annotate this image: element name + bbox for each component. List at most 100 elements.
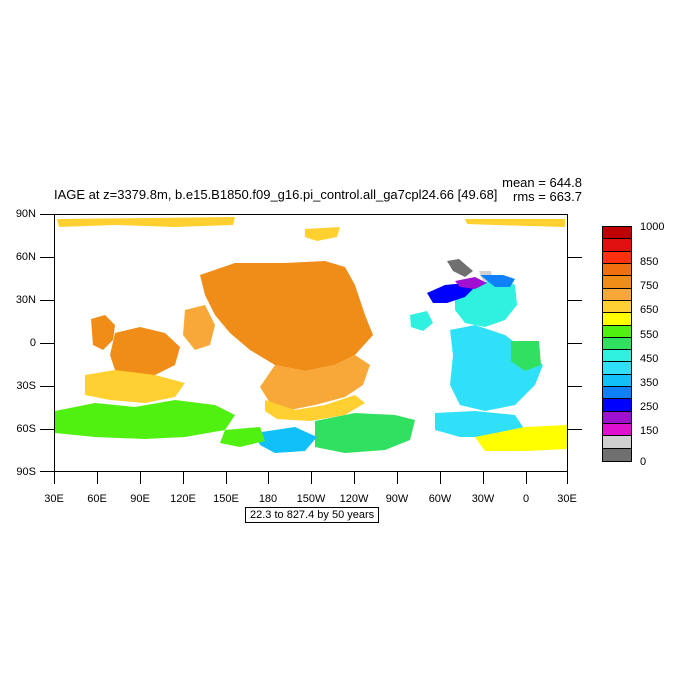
weddell-sea-field bbox=[475, 425, 567, 451]
x-tick-label: 30E bbox=[44, 493, 64, 505]
y-tick-label: 90N bbox=[15, 208, 36, 220]
y-tick-mark bbox=[40, 300, 54, 301]
colorbar-swatch bbox=[603, 424, 631, 437]
y-tick-label: 90S bbox=[16, 466, 36, 478]
x-tick-mark bbox=[140, 472, 141, 484]
x-tick-label: 90W bbox=[385, 493, 409, 505]
x-tick-label: 30E bbox=[557, 493, 577, 505]
southern-ocean-green-mid bbox=[220, 427, 265, 447]
labrador-field bbox=[427, 283, 475, 303]
indian-ocean-field bbox=[110, 327, 180, 377]
y-tick-mark bbox=[568, 257, 582, 258]
ross-sea-field bbox=[255, 427, 317, 453]
x-tick-label: 0 bbox=[522, 493, 530, 505]
y-tick-mark bbox=[568, 386, 582, 387]
colorbar-label: 750 bbox=[640, 280, 659, 292]
x-tick-label: 30W bbox=[471, 493, 495, 505]
x-tick-label: 150W bbox=[296, 493, 326, 505]
contour-info-box: 22.3 to 827.4 by 50 years bbox=[245, 507, 380, 523]
x-tick-mark bbox=[440, 472, 441, 484]
y-tick-mark bbox=[40, 471, 54, 472]
colorbar-swatch bbox=[603, 251, 631, 264]
colorbar-swatch bbox=[603, 300, 631, 314]
gulf-field bbox=[410, 311, 433, 331]
colorbar-swatch bbox=[603, 411, 631, 424]
colorbar-swatch bbox=[603, 350, 631, 363]
x-tick-label: 60W bbox=[428, 493, 452, 505]
colorbar-swatch bbox=[603, 313, 631, 326]
colorbar-swatch bbox=[603, 239, 631, 252]
colorbar-swatch bbox=[603, 387, 631, 400]
y-tick-mark bbox=[568, 343, 582, 344]
y-tick-label: 30S bbox=[16, 380, 36, 392]
atlantic-blue-patch bbox=[480, 275, 515, 287]
x-tick-mark bbox=[54, 472, 55, 484]
rms-stat: rms = 663.7 bbox=[512, 189, 582, 204]
y-tick-label: 60N bbox=[15, 251, 36, 263]
arctic-patch bbox=[305, 227, 340, 241]
colorbar-label: 350 bbox=[640, 377, 659, 389]
colorbar-label: 450 bbox=[640, 353, 659, 365]
y-tick-mark bbox=[568, 429, 582, 430]
map-plot-area bbox=[54, 214, 568, 472]
colorbar-swatch bbox=[603, 288, 631, 301]
y-tick-mark bbox=[568, 300, 582, 301]
colorbar-label: 1000 bbox=[640, 221, 665, 233]
labrador-magenta bbox=[455, 277, 487, 289]
colorbar-label: 150 bbox=[640, 425, 659, 437]
y-tick-label: 60S bbox=[16, 423, 36, 435]
x-tick-label: 120E bbox=[170, 493, 196, 505]
southern-ocean-pacific bbox=[315, 413, 415, 453]
y-tick-mark bbox=[40, 343, 54, 344]
south-pacific-field bbox=[260, 355, 370, 410]
x-tick-mark bbox=[311, 472, 312, 484]
colorbar bbox=[602, 226, 632, 462]
colorbar-swatch bbox=[603, 276, 631, 289]
colorbar-swatch bbox=[603, 362, 631, 375]
y-tick-mark bbox=[40, 429, 54, 430]
west-pacific-field bbox=[183, 305, 215, 350]
southern-ocean-indian bbox=[55, 400, 235, 439]
y-tick-mark bbox=[40, 257, 54, 258]
x-tick-label: 150E bbox=[213, 493, 239, 505]
indian-ocean-south bbox=[85, 370, 185, 403]
colorbar-swatch bbox=[603, 436, 631, 449]
indian-ocean-north bbox=[91, 315, 115, 350]
colorbar-label: 0 bbox=[640, 456, 647, 468]
atlantic-green-east bbox=[511, 341, 541, 371]
colorbar-swatch bbox=[603, 263, 631, 277]
colorbar-swatch bbox=[603, 325, 631, 338]
arctic-field-right bbox=[465, 219, 565, 227]
x-tick-mark bbox=[567, 472, 568, 484]
x-tick-mark bbox=[183, 472, 184, 484]
southern-ocean-atlantic bbox=[435, 411, 525, 437]
mean-stat: mean = 644.8 bbox=[502, 175, 582, 190]
ocean-age-map bbox=[55, 217, 567, 453]
colorbar-swatch bbox=[603, 399, 631, 412]
x-tick-label: 60E bbox=[87, 493, 107, 505]
x-tick-label: 120W bbox=[339, 493, 369, 505]
x-tick-mark bbox=[226, 472, 227, 484]
colorbar-swatch bbox=[603, 337, 631, 351]
arctic-field-left bbox=[57, 217, 235, 227]
colorbar-label: 550 bbox=[640, 329, 659, 341]
colorbar-swatch bbox=[603, 448, 631, 461]
colorbar-swatch bbox=[603, 374, 631, 388]
nordic-gray bbox=[447, 259, 473, 277]
x-tick-mark bbox=[97, 472, 98, 484]
y-tick-mark bbox=[40, 214, 54, 215]
colorbar-swatch bbox=[603, 227, 631, 240]
x-tick-mark bbox=[397, 472, 398, 484]
y-tick-mark bbox=[40, 386, 54, 387]
colorbar-label: 850 bbox=[640, 256, 659, 268]
pacific-yellow-band bbox=[265, 395, 365, 421]
x-tick-mark bbox=[483, 472, 484, 484]
plot-title: IAGE at z=3379.8m, b.e15.B1850.f09_g16.p… bbox=[54, 187, 498, 202]
colorbar-label: 650 bbox=[640, 304, 659, 316]
y-tick-label: 30N bbox=[15, 294, 36, 306]
x-tick-mark bbox=[526, 472, 527, 484]
colorbar-label: 250 bbox=[640, 401, 659, 413]
x-tick-mark bbox=[354, 472, 355, 484]
x-tick-mark bbox=[268, 472, 269, 484]
north-pacific-field bbox=[200, 261, 373, 371]
